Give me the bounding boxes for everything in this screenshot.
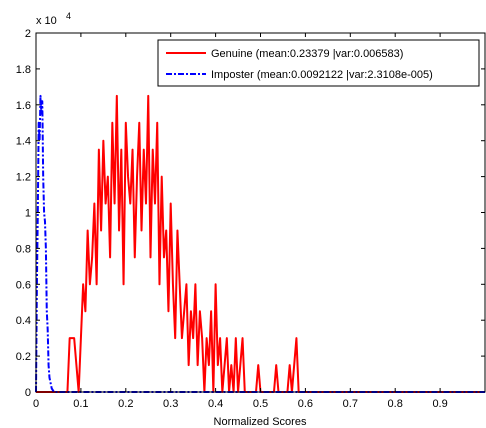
y-tick-label: 0.2	[16, 351, 31, 363]
x-tick-label: 0.5	[253, 398, 268, 410]
legend: Genuine (mean:0.23379 |var:0.006583) Imp…	[157, 39, 480, 87]
y-tick-label: 0.6	[16, 279, 31, 291]
exponent-label: x 10 4	[36, 11, 71, 27]
exponent-label-power: 4	[66, 11, 71, 21]
axes-layer: 0 0.1 0.2 0.3 0.4 0.5 0.6 0.7 0.8 0.9 0 0.2 0.4 0.6 0.…	[16, 28, 485, 410]
y-tick-label: 2	[25, 28, 31, 40]
x-tick-label: 0.3	[163, 398, 178, 410]
y-tick-label: 0.4	[16, 315, 31, 327]
x-tick-label: 0.1	[73, 398, 88, 410]
series-line-imposter	[35, 94, 485, 393]
y-tick-label: 1.2	[16, 172, 31, 184]
series-layer	[35, 94, 485, 393]
x-tick-label: 0.2	[118, 398, 133, 410]
y-tick-label: 1.6	[16, 100, 31, 112]
y-tick-label: 0	[25, 387, 31, 399]
x-tick-label: 0.9	[432, 398, 447, 410]
x-tick-label: 0.6	[298, 398, 313, 410]
y-tick-label: 1	[25, 208, 31, 220]
plot-frame	[35, 32, 486, 393]
x-tick-label: 0.7	[343, 398, 358, 410]
exponent-label-base: x 10	[36, 15, 57, 27]
legend-box	[157, 39, 480, 87]
x-tick-label: 0	[33, 398, 39, 410]
y-tick-label: 0.8	[16, 243, 31, 255]
x-axis-label: Normalized Scores	[214, 416, 307, 428]
y-tick-label: 1.4	[16, 136, 31, 148]
legend-label-genuine: Genuine (mean:0.23379 |var:0.006583)	[211, 48, 403, 60]
x-tick-label: 0.4	[208, 398, 223, 410]
plot-background	[36, 33, 485, 392]
y-tick-label: 1.8	[16, 64, 31, 76]
x-tick-label: 0.8	[388, 398, 403, 410]
legend-label-imposter: Imposter (mean:0.0092122 |var:2.3108e-00…	[211, 69, 433, 81]
series-line-genuine	[36, 94, 485, 393]
